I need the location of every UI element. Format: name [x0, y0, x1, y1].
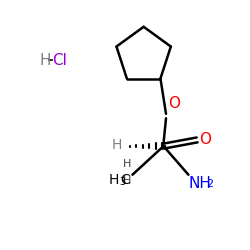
Text: H: H	[123, 158, 131, 168]
Text: O: O	[168, 96, 180, 111]
Text: C: C	[120, 173, 130, 187]
Text: NH: NH	[188, 176, 211, 191]
Text: 2: 2	[206, 179, 214, 189]
Text: H: H	[108, 173, 119, 187]
Text: 3: 3	[119, 177, 125, 187]
Text: H: H	[112, 138, 122, 152]
Text: O: O	[200, 132, 211, 148]
Text: Cl: Cl	[52, 53, 66, 68]
Text: H: H	[123, 176, 131, 186]
Text: H: H	[40, 53, 51, 68]
